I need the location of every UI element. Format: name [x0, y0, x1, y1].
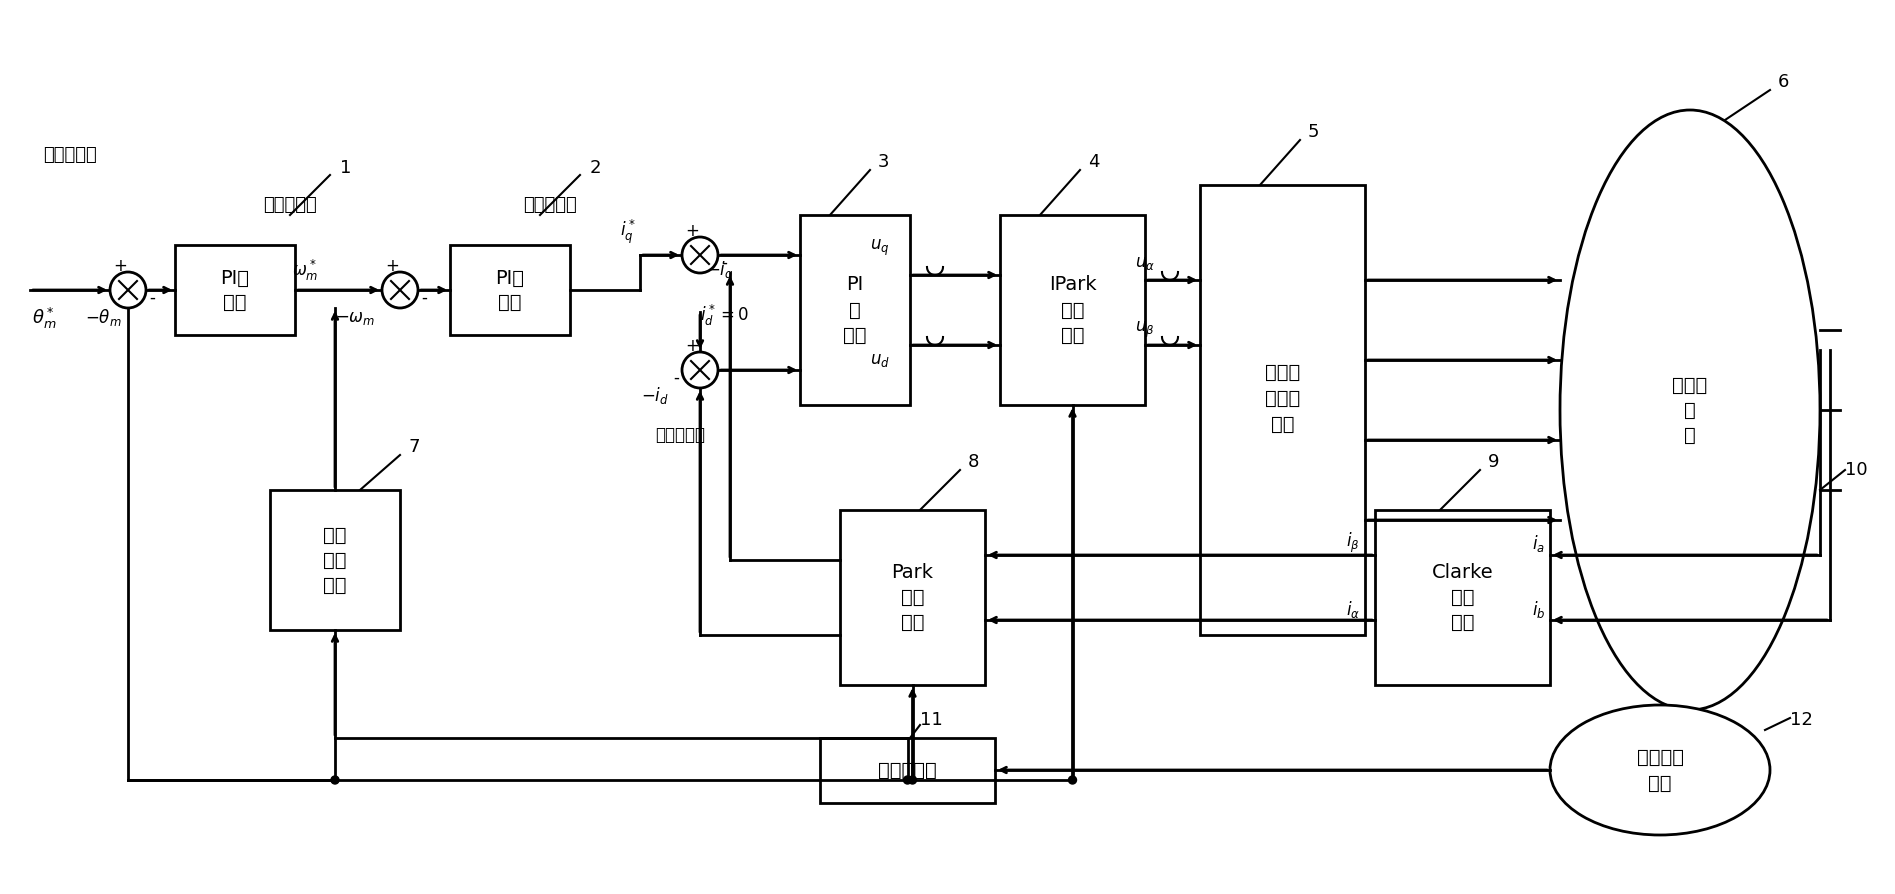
Text: 模块: 模块 — [1452, 613, 1474, 632]
Text: 永磁同步: 永磁同步 — [1637, 747, 1683, 766]
Text: $u_\alpha$: $u_\alpha$ — [1135, 254, 1154, 272]
Text: 12: 12 — [1791, 711, 1814, 729]
Text: $-\omega_m$: $-\omega_m$ — [335, 309, 375, 327]
Text: 第二减法器: 第二减法器 — [263, 196, 316, 214]
Text: -: - — [722, 254, 728, 272]
Bar — [800, 215, 910, 405]
Bar — [449, 245, 570, 335]
Ellipse shape — [1560, 110, 1819, 710]
Text: $i_a$: $i_a$ — [1531, 533, 1544, 553]
Text: 9: 9 — [1488, 453, 1499, 471]
Text: Clarke: Clarke — [1433, 563, 1493, 582]
Text: 8: 8 — [968, 453, 980, 471]
Bar — [1001, 215, 1145, 405]
Text: -: - — [421, 289, 426, 307]
Text: 变换: 变换 — [1452, 588, 1474, 607]
Text: 模块: 模块 — [324, 576, 347, 595]
Text: 量调制: 量调制 — [1264, 389, 1300, 408]
Text: 模块: 模块 — [1061, 325, 1084, 344]
Text: 三相逆: 三相逆 — [1673, 375, 1707, 394]
Text: PI: PI — [847, 275, 864, 294]
Text: $-i_d$: $-i_d$ — [641, 385, 669, 407]
Text: $u_d$: $u_d$ — [870, 351, 891, 369]
Circle shape — [110, 272, 146, 308]
Text: PI调: PI调 — [220, 268, 250, 288]
Text: 调: 调 — [849, 300, 860, 319]
Text: 光电编码器: 光电编码器 — [877, 761, 936, 780]
Circle shape — [383, 272, 419, 308]
Bar — [821, 738, 995, 803]
Text: $-i_q$: $-i_q$ — [707, 260, 733, 284]
Text: 6: 6 — [1778, 73, 1789, 91]
Ellipse shape — [1550, 705, 1770, 835]
Bar — [1376, 510, 1550, 685]
Text: 第四减法器: 第四减法器 — [656, 426, 705, 444]
Text: 7: 7 — [407, 438, 419, 456]
Text: 2: 2 — [589, 159, 601, 177]
Text: $u_\beta$: $u_\beta$ — [1135, 320, 1154, 340]
Circle shape — [682, 352, 718, 388]
Text: 速度: 速度 — [324, 526, 347, 544]
Text: 器: 器 — [1685, 426, 1696, 444]
Text: Park: Park — [891, 563, 934, 582]
Text: 11: 11 — [919, 711, 942, 729]
Circle shape — [908, 776, 917, 784]
Text: +: + — [385, 257, 400, 275]
Text: 电机: 电机 — [1649, 773, 1671, 792]
Bar — [174, 245, 296, 335]
Text: -: - — [150, 289, 155, 307]
Text: +: + — [686, 222, 699, 240]
Text: -: - — [673, 369, 678, 387]
Text: 3: 3 — [877, 153, 889, 171]
Text: 10: 10 — [1846, 461, 1868, 479]
Text: 1: 1 — [339, 159, 351, 177]
Text: +: + — [114, 257, 127, 275]
Text: 模块: 模块 — [1272, 415, 1294, 434]
Text: $i_b$: $i_b$ — [1531, 600, 1544, 620]
Text: 4: 4 — [1088, 153, 1099, 171]
Bar — [1200, 185, 1364, 635]
Text: 变换: 变换 — [1061, 300, 1084, 319]
Text: PI控: PI控 — [495, 268, 525, 288]
Text: 空间矢: 空间矢 — [1264, 362, 1300, 382]
Bar — [269, 490, 400, 630]
Text: $-\theta_m$: $-\theta_m$ — [85, 308, 121, 328]
Text: 节器: 节器 — [843, 325, 866, 344]
Text: $\theta_m^*$: $\theta_m^*$ — [32, 306, 57, 331]
Text: 变: 变 — [1685, 401, 1696, 419]
Circle shape — [682, 237, 718, 273]
Text: 节器: 节器 — [224, 292, 246, 311]
Circle shape — [1069, 776, 1076, 784]
Text: $i_\alpha$: $i_\alpha$ — [1345, 600, 1361, 620]
Text: $i_d^*=0$: $i_d^*=0$ — [699, 302, 749, 327]
Bar — [839, 510, 985, 685]
Text: 第三减法器: 第三减法器 — [523, 196, 576, 214]
Text: 5: 5 — [1308, 123, 1319, 141]
Text: 第一减法器: 第一减法器 — [44, 146, 97, 164]
Text: 变换: 变换 — [900, 588, 925, 607]
Text: 模块: 模块 — [900, 613, 925, 632]
Text: 制器: 制器 — [498, 292, 521, 311]
Circle shape — [904, 776, 911, 784]
Text: $\omega_m^*$: $\omega_m^*$ — [292, 257, 318, 283]
Text: $i_\beta$: $i_\beta$ — [1345, 531, 1361, 555]
Circle shape — [332, 776, 339, 784]
Text: IPark: IPark — [1048, 275, 1097, 294]
Text: $i_q^*$: $i_q^*$ — [620, 218, 637, 246]
Text: 计算: 计算 — [324, 551, 347, 569]
Text: $u_q$: $u_q$ — [870, 238, 889, 258]
Text: +: + — [686, 337, 699, 355]
